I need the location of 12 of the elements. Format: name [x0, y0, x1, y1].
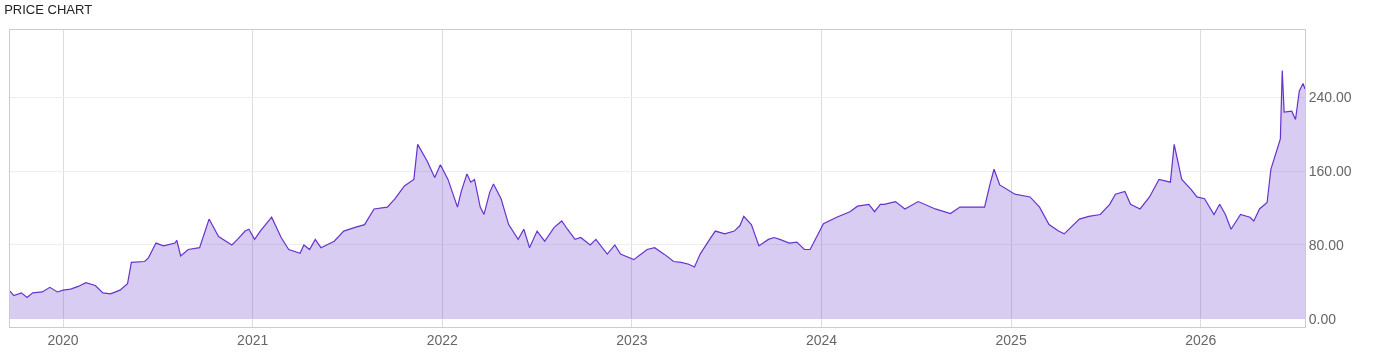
x-tick-label: 2024	[805, 331, 838, 348]
y-tick-label: 160.00	[1308, 163, 1352, 180]
x-tick-label: 2020	[47, 331, 79, 348]
y-tick-label: 0.00	[1308, 310, 1337, 327]
y-tick-label: 80.00	[1308, 236, 1345, 253]
x-tick-label: 2022	[426, 331, 459, 348]
x-tick-label: 2021	[237, 331, 269, 348]
y-tick-label: 240.00	[1308, 89, 1352, 106]
x-tick-label: 2026	[1185, 331, 1217, 348]
x-tick-label: 2025	[995, 331, 1027, 348]
x-tick-label: 2023	[616, 331, 648, 348]
chart-title: PRICE CHART	[4, 2, 93, 18]
